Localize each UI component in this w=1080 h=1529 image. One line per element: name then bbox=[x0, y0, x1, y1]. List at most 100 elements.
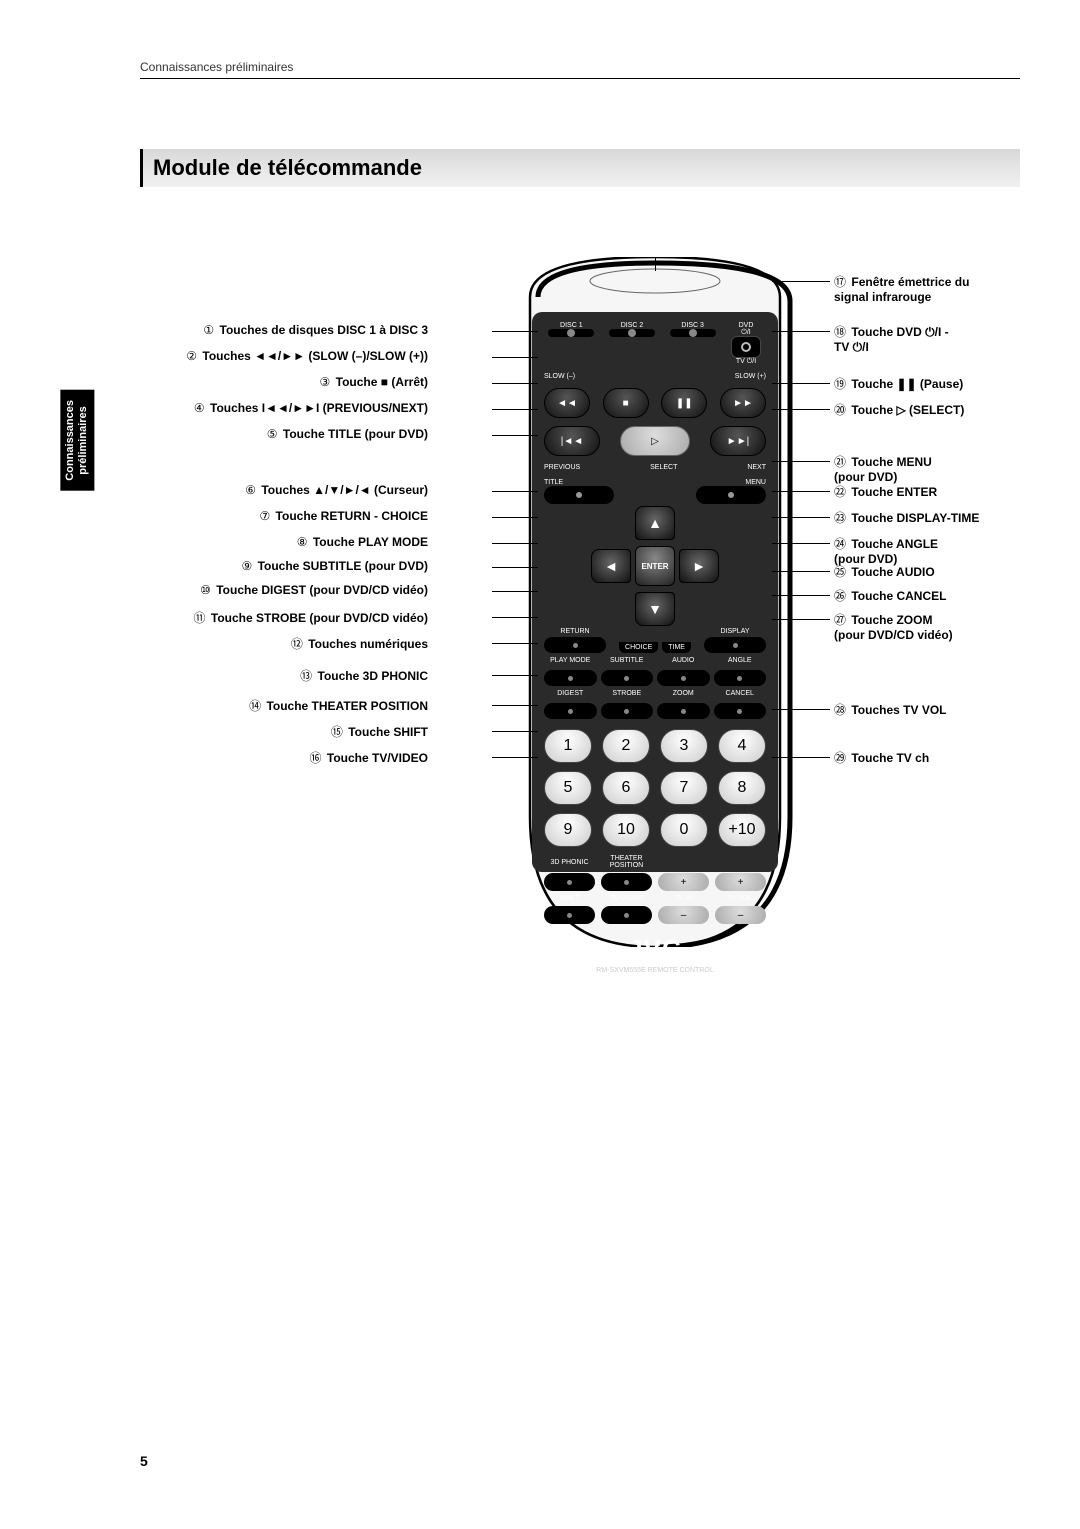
cancel-button[interactable] bbox=[714, 703, 767, 719]
time-label: TIME bbox=[662, 642, 691, 653]
title-label: TITLE bbox=[544, 479, 563, 486]
callout-left-12: ⑫ Touches numériques bbox=[140, 635, 428, 652]
theater-button[interactable] bbox=[601, 873, 652, 891]
return-label: RETURN bbox=[560, 628, 589, 635]
callout-left-11: ⑪ Touche STROBE (pour DVD/CD vidéo) bbox=[140, 609, 428, 626]
disc2-label: DISC 2 bbox=[621, 322, 644, 329]
side-tab: Connaissances préliminaires bbox=[60, 390, 94, 491]
slow-plus-label: SLOW (+) bbox=[735, 373, 766, 380]
tvch-label: TV ch bbox=[658, 895, 709, 902]
enter-button[interactable]: ENTER bbox=[635, 546, 675, 586]
cursor-down[interactable]: ▼ bbox=[635, 592, 675, 626]
callout-left-10: ⑩ Touche DIGEST (pour DVD/CD vidéo) bbox=[140, 583, 428, 597]
disc1-button[interactable] bbox=[548, 329, 594, 337]
select-button[interactable]: ▷ bbox=[620, 426, 690, 456]
num-10[interactable]: 10 bbox=[602, 813, 650, 847]
num-4[interactable]: 4 bbox=[718, 729, 766, 763]
callout-left-1: ① Touches de disques DISC 1 à DISC 3 bbox=[140, 323, 428, 337]
cursor-right[interactable]: ► bbox=[679, 549, 719, 583]
cursor-up[interactable]: ▲ bbox=[635, 506, 675, 540]
display-label: DISPLAY bbox=[720, 628, 749, 635]
num-0[interactable]: 0 bbox=[660, 813, 708, 847]
playmode-button[interactable] bbox=[544, 670, 597, 686]
subtitle-label: SUBTITLE bbox=[601, 657, 654, 664]
num-6[interactable]: 6 bbox=[602, 771, 650, 805]
callout-right-3: ⑲ Touche ❚❚ (Pause) bbox=[834, 375, 963, 392]
section-title: Module de télécommande bbox=[153, 155, 422, 180]
shift-label: SHIFT bbox=[544, 895, 595, 902]
shift-button[interactable] bbox=[544, 906, 595, 924]
tvvideo-button[interactable] bbox=[601, 906, 652, 924]
callout-left-15: ⑮ Touche SHIFT bbox=[140, 723, 428, 740]
callout-left-16: ⑯ Touche TV/VIDEO bbox=[140, 749, 428, 766]
audio-label: AUDIO bbox=[657, 657, 710, 664]
remote-control: DISC 1 DISC 2 DISC 3 DVD ⏻/I TV ⏻/ bbox=[510, 257, 800, 947]
phonic3d-button[interactable] bbox=[544, 873, 595, 891]
num-9[interactable]: 9 bbox=[544, 813, 592, 847]
callout-right-1: ⑰ Fenêtre émettrice du signal infrarouge bbox=[834, 273, 969, 304]
angle-label: ANGLE bbox=[714, 657, 767, 664]
theater-label: THEATER POSITION bbox=[601, 855, 652, 869]
stop-button[interactable]: ■ bbox=[603, 388, 649, 418]
angle-button[interactable] bbox=[714, 670, 767, 686]
num-5[interactable]: 5 bbox=[544, 771, 592, 805]
digest-button[interactable] bbox=[544, 703, 597, 719]
previous-button[interactable]: |◄◄ bbox=[544, 426, 600, 456]
title-button[interactable] bbox=[544, 486, 614, 504]
audio-button[interactable] bbox=[657, 670, 710, 686]
tvch-plus-button[interactable]: + bbox=[658, 873, 709, 891]
rewind-button[interactable]: ◄◄ bbox=[544, 388, 590, 418]
next-label: NEXT bbox=[747, 464, 766, 471]
dpad: ▲ ▼ ◄ ► ENTER bbox=[585, 506, 725, 626]
callout-left-8: ⑧ Touche PLAY MODE bbox=[140, 535, 428, 549]
display-button[interactable] bbox=[704, 637, 766, 653]
num-7[interactable]: 7 bbox=[660, 771, 708, 805]
zoom-button[interactable] bbox=[657, 703, 710, 719]
num-1[interactable]: 1 bbox=[544, 729, 592, 763]
section-title-bar: Module de télécommande bbox=[140, 149, 1020, 187]
callout-right-9: ㉕ Touche AUDIO bbox=[834, 563, 935, 580]
choice-label: CHOICE bbox=[619, 642, 658, 653]
numpad: 1 2 3 4 5 6 7 8 9 10 0 + bbox=[544, 729, 766, 847]
disc3-button[interactable] bbox=[670, 329, 716, 337]
divider bbox=[140, 78, 1020, 79]
tvvol-label: TV VOL. bbox=[715, 895, 766, 902]
remote-panel: DISC 1 DISC 2 DISC 3 DVD ⏻/I TV ⏻/ bbox=[532, 312, 778, 872]
previous-label: PREVIOUS bbox=[544, 464, 580, 471]
zoom-label: ZOOM bbox=[657, 690, 710, 697]
tvvideo-label: TV/VIDEO bbox=[601, 895, 652, 902]
forward-button[interactable]: ►► bbox=[720, 388, 766, 418]
disc2-button[interactable] bbox=[609, 329, 655, 337]
callout-right-13: ㉙ Touche TV ch bbox=[834, 749, 929, 766]
brand-logo: JVC bbox=[544, 934, 766, 965]
digest-label: DIGEST bbox=[544, 690, 597, 697]
tvvol-minus-button[interactable]: – bbox=[715, 906, 766, 924]
return-button[interactable] bbox=[544, 637, 606, 653]
cancel-label: CANCEL bbox=[714, 690, 767, 697]
num-2[interactable]: 2 bbox=[602, 729, 650, 763]
num-plus10[interactable]: +10 bbox=[718, 813, 766, 847]
next-button[interactable]: ►►| bbox=[710, 426, 766, 456]
disc3-label: DISC 3 bbox=[681, 322, 704, 329]
tvch-minus-button[interactable]: – bbox=[658, 906, 709, 924]
diagram-area: DISC 1 DISC 2 DISC 3 DVD ⏻/I TV ⏻/ bbox=[140, 217, 1020, 1117]
cursor-left[interactable]: ◄ bbox=[591, 549, 631, 583]
callout-left-7: ⑦ Touche RETURN - CHOICE bbox=[140, 509, 428, 523]
callout-right-5: ㉑ Touche MENU (pour DVD) bbox=[834, 453, 932, 484]
callout-right-12: ㉘ Touches TV VOL bbox=[834, 701, 946, 718]
strobe-button[interactable] bbox=[601, 703, 654, 719]
callout-right-11: ㉗ Touche ZOOM (pour DVD/CD vidéo) bbox=[834, 611, 953, 642]
callout-left-6: ⑥ Touches ▲/▼/►/◄ (Curseur) bbox=[140, 483, 428, 497]
pause-button[interactable]: ❚❚ bbox=[661, 388, 707, 418]
num-8[interactable]: 8 bbox=[718, 771, 766, 805]
strobe-label: STROBE bbox=[601, 690, 654, 697]
page-number: 5 bbox=[140, 1453, 148, 1469]
menu-button[interactable] bbox=[696, 486, 766, 504]
num-3[interactable]: 3 bbox=[660, 729, 708, 763]
dvd-power-button[interactable] bbox=[731, 336, 761, 358]
subtitle-button[interactable] bbox=[601, 670, 654, 686]
tvvol-plus-button[interactable]: + bbox=[715, 873, 766, 891]
dvd-power-label: DVD ⏻/I bbox=[739, 322, 754, 336]
callout-right-8: ㉔ Touche ANGLE (pour DVD) bbox=[834, 535, 938, 566]
callout-right-7: ㉓ Touche DISPLAY-TIME bbox=[834, 509, 979, 526]
